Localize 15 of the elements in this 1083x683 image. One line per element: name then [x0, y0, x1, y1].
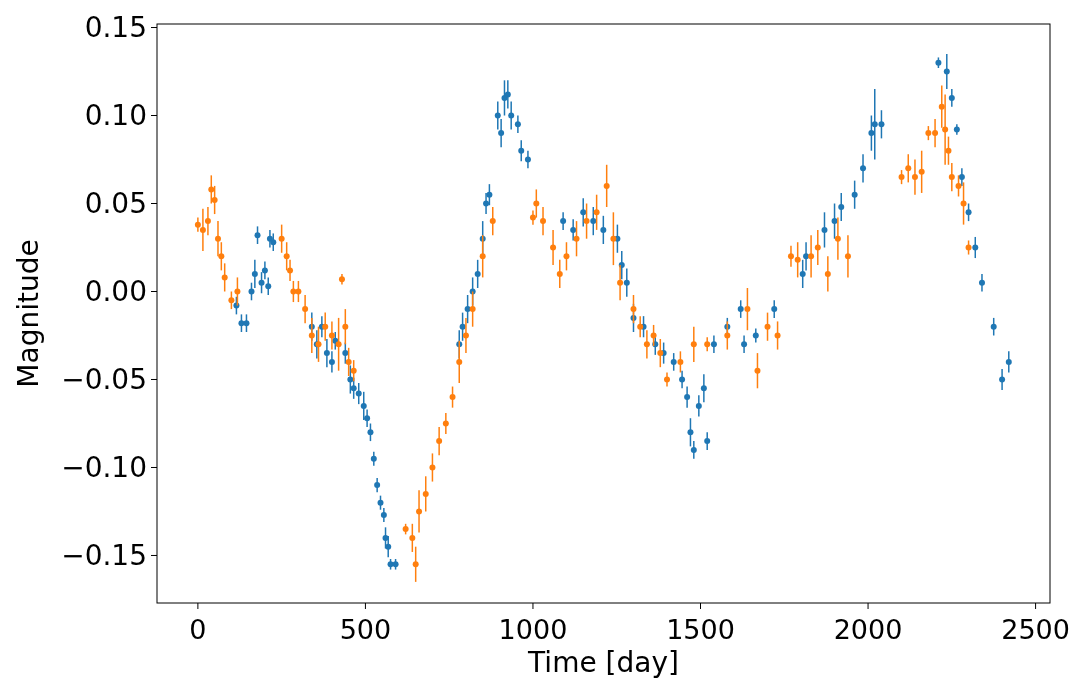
y-tick-label: 0.15 [84, 11, 147, 45]
x-tick-label: 1000 [498, 614, 568, 645]
y-tick-label: −0.15 [61, 539, 147, 573]
y-axis-title: Magnitude [12, 239, 45, 388]
x-tick-label: 2000 [833, 614, 903, 645]
x-tick-label: 2500 [1001, 614, 1070, 645]
x-axis-title: Time [day] [527, 646, 679, 679]
x-tick-label: 500 [339, 614, 392, 645]
y-tick-label: −0.10 [61, 451, 147, 485]
x-tick-label: 0 [189, 614, 207, 645]
x-tick-label: 1500 [666, 614, 735, 645]
y-tick-label: 0.00 [84, 275, 147, 309]
y-tick-label: 0.10 [84, 99, 147, 133]
y-tick-label: 0.05 [84, 187, 147, 221]
y-tick-label: −0.05 [61, 363, 147, 397]
